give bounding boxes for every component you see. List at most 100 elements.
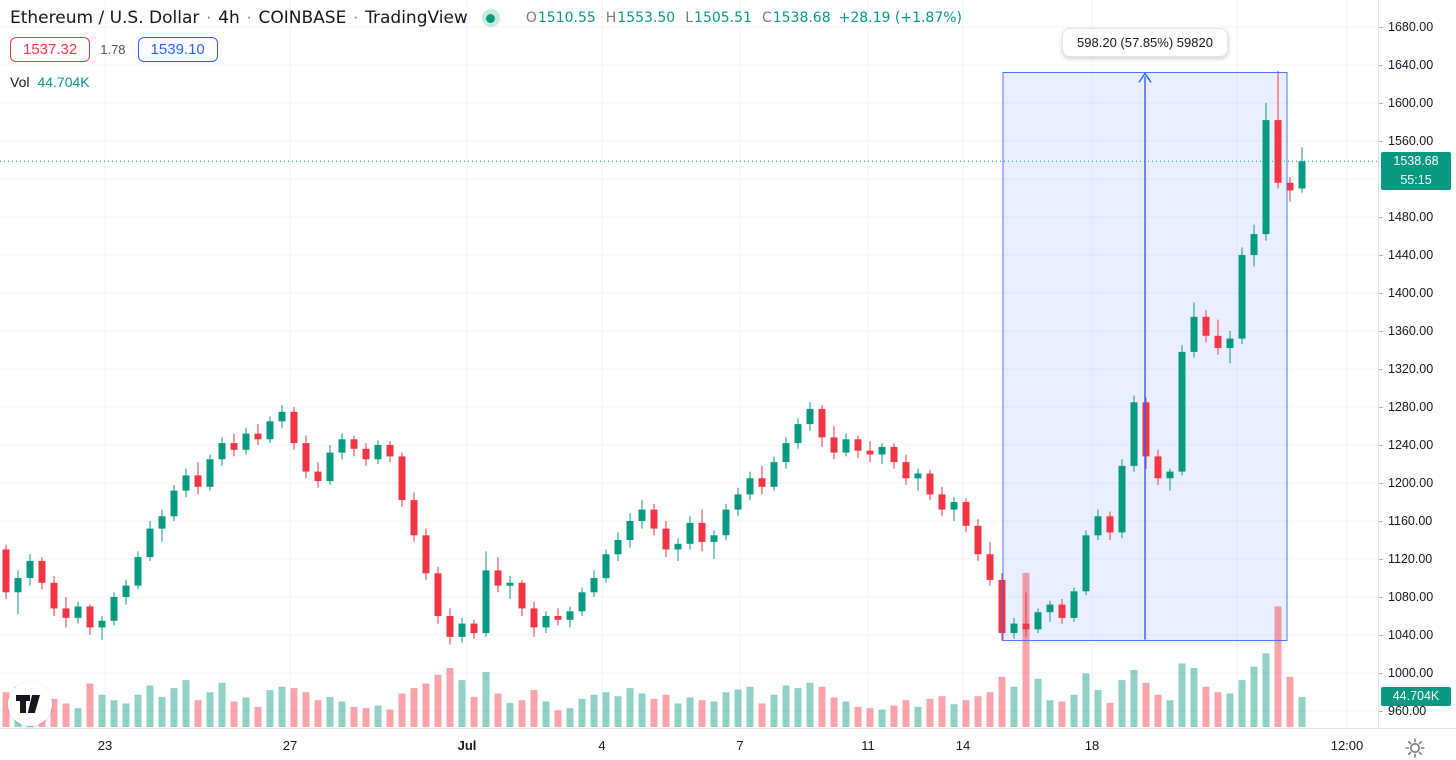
tradingview-logo[interactable]: [8, 682, 52, 726]
price-tick-label: 1160.00: [1388, 514, 1433, 528]
price-tick-mark: [1379, 217, 1383, 218]
time-tick-label: 4: [598, 738, 606, 753]
price-tick-label: 1120.00: [1388, 552, 1433, 566]
volume-bar: [1070, 694, 1078, 727]
volume-bar: [1226, 693, 1234, 727]
time-tick-label: 23: [97, 738, 113, 753]
candle: [470, 619, 478, 639]
candle: [770, 456, 778, 491]
candle: [1250, 224, 1258, 267]
sell-price-button[interactable]: 1537.32: [10, 37, 91, 62]
candle: [602, 549, 610, 583]
volume-bar: [1094, 690, 1102, 727]
candle: [662, 521, 670, 558]
candle: [1262, 103, 1270, 241]
volume-bar: [338, 701, 346, 727]
price-tick-mark: [1379, 635, 1383, 636]
current-price-badge: 1538.68 55:15: [1381, 151, 1451, 190]
symbol-title-row[interactable]: Ethereum / U.S. Dollar · 4h · COINBASE ·…: [10, 8, 962, 28]
candle: [1022, 592, 1030, 637]
volume-bar: [1250, 666, 1258, 727]
candle: [1034, 608, 1042, 634]
candle: [1010, 617, 1018, 639]
candle: [446, 608, 454, 645]
candle: [50, 576, 58, 616]
volume-bar: [398, 693, 406, 727]
time-tick-label: 18: [1084, 738, 1100, 753]
candle: [1298, 147, 1306, 193]
price-tick-label: 1000.00: [1388, 666, 1434, 680]
volume-bar: [530, 690, 538, 727]
candle: [254, 424, 262, 445]
candle: [782, 437, 790, 469]
volume-bar: [554, 710, 562, 728]
time-tick-label: 7: [736, 738, 744, 753]
volume-bar: [866, 708, 874, 727]
candle: [302, 435, 310, 479]
volume-bar: [266, 690, 274, 727]
candle: [638, 500, 646, 529]
volume-bar: [1058, 701, 1066, 727]
candle: [1202, 310, 1210, 343]
volume-bar: [506, 702, 514, 727]
volume-bar: [590, 694, 598, 727]
candle: [26, 554, 34, 586]
price-tick-mark: [1379, 445, 1383, 446]
candle: [698, 509, 706, 552]
volume-bar: [650, 698, 658, 727]
candle: [1094, 509, 1102, 540]
candle: [194, 462, 202, 495]
ohlc-readout: O 1510.55 H 1553.50 L 1505.51 C 1538.68 +28.…: [516, 10, 962, 26]
candle: [218, 437, 226, 466]
candle: [518, 579, 526, 616]
volume-bar: [1010, 686, 1018, 727]
candle: [122, 579, 130, 605]
candle: [458, 617, 466, 643]
candle: [902, 454, 910, 485]
volume-bar: [1274, 606, 1282, 727]
price-tick-mark: [1379, 597, 1383, 598]
volume-bar: [938, 696, 946, 727]
symbol-title[interactable]: Ethereum / U.S. Dollar: [10, 8, 200, 28]
volume-bar: [182, 680, 190, 727]
volume-bar: [1106, 702, 1114, 727]
volume-bar: [986, 692, 994, 727]
price-tick-label: 1040.00: [1388, 628, 1434, 642]
volume-bar: [278, 686, 286, 727]
price-tick-label: 1400.00: [1388, 286, 1434, 300]
time-tick-label: 11: [861, 738, 875, 753]
price-tick-label: 1320.00: [1388, 362, 1434, 376]
candle: [1238, 247, 1246, 345]
volume-bar: [962, 700, 970, 727]
price-tick-label: 1560.00: [1388, 134, 1434, 148]
price-tick-mark: [1379, 673, 1383, 674]
volume-bar: [410, 688, 418, 727]
brand-label[interactable]: TradingView: [365, 8, 468, 28]
volume-bar: [230, 701, 238, 727]
candle: [2, 544, 10, 599]
high-label: H: [605, 10, 617, 26]
candle: [1046, 600, 1054, 622]
buy-price-button[interactable]: 1539.10: [137, 37, 218, 62]
low-label: L: [685, 10, 694, 26]
price-tick-mark: [1379, 711, 1383, 712]
volume-bar: [578, 698, 586, 727]
volume-bar: [1178, 663, 1186, 728]
title-separator: ·: [206, 9, 212, 27]
volume-bar: [254, 706, 262, 727]
candle: [1286, 177, 1294, 202]
settings-gear-icon[interactable]: [1404, 737, 1426, 759]
candle: [1190, 302, 1198, 358]
volume-bar: [374, 705, 382, 727]
time-axis[interactable]: 23 27 Jul 4 7 11 14 18 12:00: [0, 728, 1456, 760]
open-label: O: [525, 10, 537, 26]
candle: [146, 521, 154, 561]
candle: [242, 427, 250, 455]
interval-label[interactable]: 4h: [218, 8, 240, 28]
candle: [974, 519, 982, 561]
volume-bar: [806, 682, 814, 727]
bar-countdown: 55:15: [1400, 172, 1432, 187]
price-axis[interactable]: 1680.00 1640.00 1600.00 1560.00 1480.00 1440.…: [1378, 0, 1456, 728]
volume-bar: [302, 692, 310, 727]
